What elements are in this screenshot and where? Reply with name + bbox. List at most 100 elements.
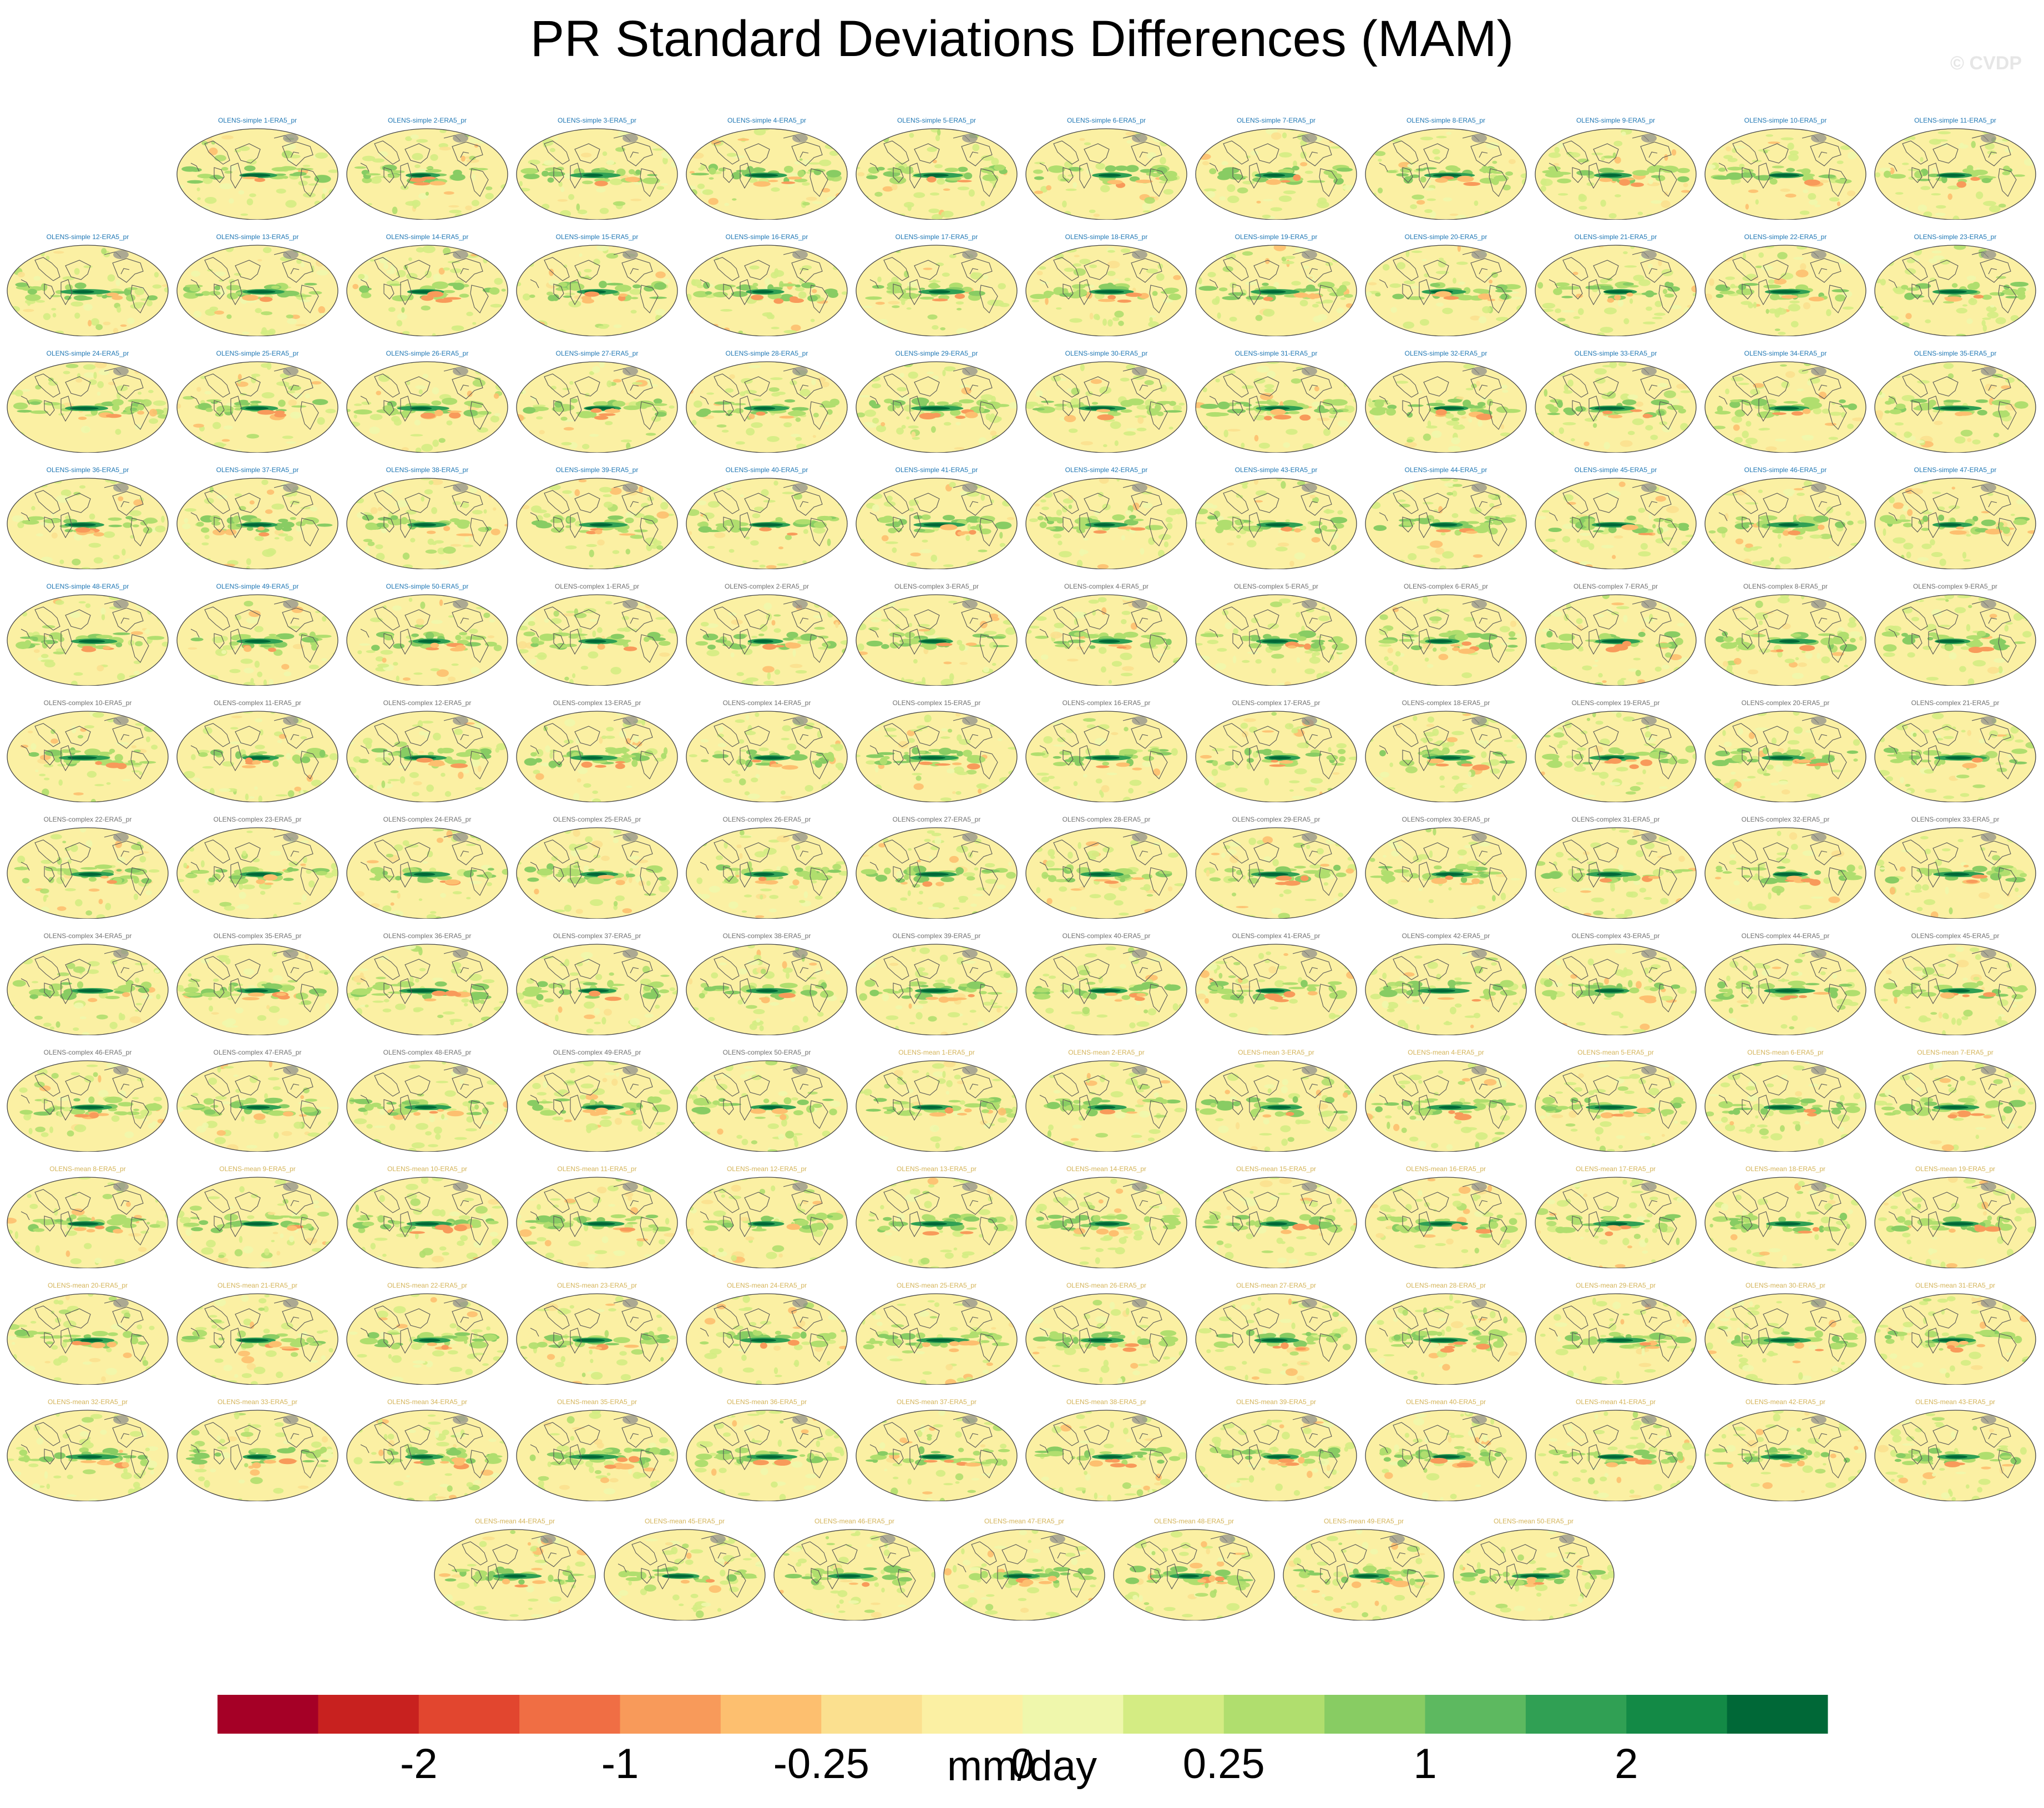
panel-map bbox=[1025, 478, 1187, 569]
panel-map bbox=[1874, 711, 2036, 802]
panel-map bbox=[1025, 827, 1187, 919]
panel-map bbox=[1704, 1060, 1866, 1152]
panel-title: OLENS-simple 18-ERA5_pr bbox=[1065, 233, 1148, 241]
panel-title: OLENS-mean 32-ERA5_pr bbox=[47, 1398, 128, 1406]
panel-map bbox=[176, 1177, 338, 1268]
panel-title: OLENS-simple 32-ERA5_pr bbox=[1404, 350, 1488, 357]
panel-map bbox=[1704, 594, 1866, 686]
panel-map bbox=[176, 594, 338, 686]
panel-map bbox=[686, 1293, 848, 1385]
map-panel: OLENS-simple 29-ERA5_pr bbox=[854, 350, 1019, 460]
panel-title: OLENS-mean 34-ERA5_pr bbox=[387, 1398, 468, 1406]
panel-map bbox=[1195, 827, 1357, 919]
map-panel: OLENS-simple 19-ERA5_pr bbox=[1194, 233, 1358, 344]
panel-map bbox=[7, 827, 169, 919]
panel-title: OLENS-simple 13-ERA5_pr bbox=[216, 233, 299, 241]
map-panel: OLENS-complex 18-ERA5_pr bbox=[1364, 699, 1528, 810]
panel-title: OLENS-simple 9-ERA5_pr bbox=[1576, 117, 1656, 124]
map-panel: OLENS-mean 42-ERA5_pr bbox=[1703, 1398, 1868, 1509]
panel-map bbox=[1704, 711, 1866, 802]
panel-map bbox=[7, 361, 169, 453]
panel-title: OLENS-mean 28-ERA5_pr bbox=[1405, 1282, 1486, 1289]
panel-title: OLENS-complex 8-ERA5_pr bbox=[1743, 583, 1828, 590]
map-panel: OLENS-simple 21-ERA5_pr bbox=[1534, 233, 1698, 344]
map-panel: OLENS-simple 37-ERA5_pr bbox=[175, 466, 340, 577]
map-panel: OLENS-complex 47-ERA5_pr bbox=[175, 1049, 340, 1159]
panel-map bbox=[7, 1410, 169, 1501]
panel-map bbox=[1365, 711, 1527, 802]
map-panel: OLENS-simple 49-ERA5_pr bbox=[175, 583, 340, 693]
map-panel: OLENS-mean 16-ERA5_pr bbox=[1364, 1165, 1528, 1276]
map-panel: OLENS-complex 43-ERA5_pr bbox=[1534, 932, 1698, 1043]
map-panel: OLENS-mean 5-ERA5_pr bbox=[1534, 1049, 1698, 1159]
colorbar-tick-label: -1 bbox=[601, 1740, 639, 1787]
panel-map bbox=[1535, 361, 1697, 453]
panel-title: OLENS-mean 35-ERA5_pr bbox=[556, 1398, 638, 1406]
panel-map bbox=[516, 478, 678, 569]
panel-title: OLENS-simple 41-ERA5_pr bbox=[895, 466, 978, 474]
panel-title: OLENS-complex 48-ERA5_pr bbox=[383, 1049, 472, 1056]
map-panel: OLENS-simple 1-ERA5_pr bbox=[175, 117, 340, 227]
panel-map bbox=[346, 1293, 508, 1385]
panel-title: OLENS-simple 38-ERA5_pr bbox=[386, 466, 469, 474]
map-panel: OLENS-complex 34-ERA5_pr bbox=[6, 932, 170, 1043]
map-panel: OLENS-mean 32-ERA5_pr bbox=[6, 1398, 170, 1509]
map-panel: OLENS-simple 42-ERA5_pr bbox=[1024, 466, 1188, 577]
panel-map bbox=[516, 1293, 678, 1385]
colorbar-swatch bbox=[1525, 1695, 1627, 1734]
panel-map bbox=[1195, 245, 1357, 336]
panel-map bbox=[176, 944, 338, 1035]
panel-map bbox=[176, 711, 338, 802]
panel-title: OLENS-mean 20-ERA5_pr bbox=[47, 1282, 128, 1289]
map-panel: OLENS-simple 24-ERA5_pr bbox=[6, 350, 170, 460]
panel-map bbox=[1874, 1293, 2036, 1385]
panel-map bbox=[1365, 1293, 1527, 1385]
map-panel: OLENS-mean 8-ERA5_pr bbox=[6, 1165, 170, 1276]
map-panel: OLENS-mean 14-ERA5_pr bbox=[1024, 1165, 1188, 1276]
panel-title: OLENS-mean 46-ERA5_pr bbox=[814, 1517, 895, 1525]
map-panel: OLENS-complex 21-ERA5_pr bbox=[1873, 699, 2037, 810]
panel-title: OLENS-complex 10-ERA5_pr bbox=[43, 699, 132, 707]
panel-title: OLENS-complex 13-ERA5_pr bbox=[553, 699, 641, 707]
panel-map bbox=[1365, 594, 1527, 686]
panel-title: OLENS-simple 17-ERA5_pr bbox=[895, 233, 978, 241]
panel-title: OLENS-simple 14-ERA5_pr bbox=[386, 233, 469, 241]
map-panel: OLENS-simple 35-ERA5_pr bbox=[1873, 350, 2037, 460]
panel-map bbox=[856, 1410, 1018, 1501]
panel-map bbox=[773, 1529, 935, 1620]
panel-map bbox=[1365, 478, 1527, 569]
map-panel: OLENS-mean 15-ERA5_pr bbox=[1194, 1165, 1358, 1276]
map-panel: OLENS-simple 36-ERA5_pr bbox=[6, 466, 170, 577]
map-panel: OLENS-complex 29-ERA5_pr bbox=[1194, 816, 1358, 926]
map-panel: OLENS-simple 14-ERA5_pr bbox=[345, 233, 509, 344]
map-panel: OLENS-simple 7-ERA5_pr bbox=[1194, 117, 1358, 227]
panel-title: OLENS-mean 16-ERA5_pr bbox=[1405, 1165, 1486, 1173]
map-panel: OLENS-mean 48-ERA5_pr bbox=[1112, 1517, 1276, 1628]
map-panel: OLENS-mean 20-ERA5_pr bbox=[6, 1282, 170, 1392]
panel-map bbox=[1025, 1060, 1187, 1152]
panel-map bbox=[686, 944, 848, 1035]
panel-title: OLENS-mean 36-ERA5_pr bbox=[726, 1398, 807, 1406]
panel-title: OLENS-simple 21-ERA5_pr bbox=[1574, 233, 1657, 241]
map-panel: OLENS-simple 38-ERA5_pr bbox=[345, 466, 509, 577]
panel-map bbox=[516, 128, 678, 220]
map-panel: OLENS-simple 40-ERA5_pr bbox=[685, 466, 849, 577]
map-panel: OLENS-simple 16-ERA5_pr bbox=[685, 233, 849, 344]
map-panel: OLENS-simple 4-ERA5_pr bbox=[685, 117, 849, 227]
panel-map bbox=[1535, 245, 1697, 336]
map-panel: OLENS-simple 45-ERA5_pr bbox=[1534, 466, 1698, 577]
panel-title: OLENS-simple 44-ERA5_pr bbox=[1404, 466, 1488, 474]
panel-title: OLENS-simple 30-ERA5_pr bbox=[1065, 350, 1148, 357]
map-panel: OLENS-simple 20-ERA5_pr bbox=[1364, 233, 1528, 344]
map-panel: OLENS-simple 26-ERA5_pr bbox=[345, 350, 509, 460]
map-panel: OLENS-mean 3-ERA5_pr bbox=[1194, 1049, 1358, 1159]
map-panel: OLENS-mean 26-ERA5_pr bbox=[1024, 1282, 1188, 1392]
panel-title: OLENS-mean 9-ERA5_pr bbox=[219, 1165, 296, 1173]
map-panel: OLENS-complex 25-ERA5_pr bbox=[515, 816, 679, 926]
map-panel: OLENS-simple 30-ERA5_pr bbox=[1024, 350, 1188, 460]
map-panel: OLENS-complex 17-ERA5_pr bbox=[1194, 699, 1358, 810]
panel-title: OLENS-mean 23-ERA5_pr bbox=[556, 1282, 638, 1289]
panel-title: OLENS-complex 46-ERA5_pr bbox=[43, 1049, 132, 1056]
colorbar-swatch bbox=[720, 1695, 822, 1734]
panel-map bbox=[1025, 361, 1187, 453]
